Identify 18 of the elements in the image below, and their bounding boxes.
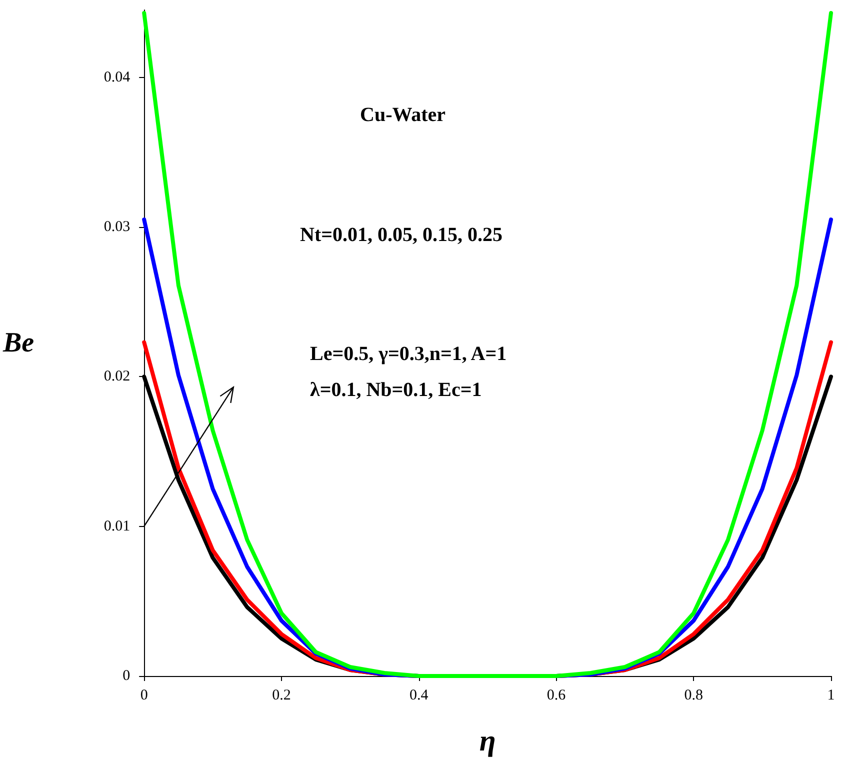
x-tick-label: 0.8 xyxy=(684,688,703,704)
y-tick-label: 0.02 xyxy=(104,368,130,385)
x-axis-title: η xyxy=(479,724,496,758)
y-tick-label: 0.01 xyxy=(104,518,130,534)
y-axis-title: Be xyxy=(2,328,34,358)
y-tick-label: 0.04 xyxy=(104,69,131,86)
x-tick-label: 0 xyxy=(140,688,148,704)
line-series xyxy=(142,10,833,678)
annotation: λ=0.1, Nb=0.1, Ec=1 xyxy=(310,379,482,401)
annotation: Le=0.5, γ=0.3,n=1, A=1 xyxy=(310,343,507,365)
y-tick-label: 0.03 xyxy=(104,219,130,236)
annotation: Nt=0.01, 0.05, 0.15, 0.25 xyxy=(300,224,502,246)
x-tick-label: 0.4 xyxy=(409,688,429,704)
x-tick-label: 0.6 xyxy=(546,688,566,704)
annotation: Cu-Water xyxy=(360,104,446,126)
x-tick-label: 0.2 xyxy=(272,688,291,704)
x-tick-label: 1 xyxy=(827,688,835,704)
y-tick-label: 0 xyxy=(122,668,130,684)
